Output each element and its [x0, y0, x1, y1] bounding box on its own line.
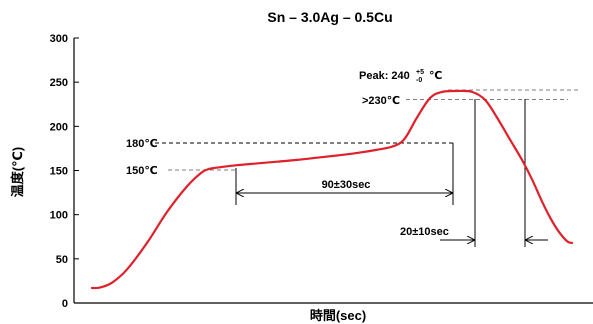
peak-tolerance-plus: +5: [416, 69, 424, 76]
peak-tolerance-minus: -0: [416, 77, 422, 84]
y-tick-label: 250: [50, 77, 68, 89]
peak-label-prefix: Peak: 240: [359, 70, 410, 82]
label-150: 150℃: [126, 165, 158, 177]
label-peak-time: 20±10sec: [400, 226, 449, 238]
temperature-curve: [90, 89, 574, 290]
label-preheat-time: 90±30sec: [322, 179, 371, 191]
y-tick-label: 50: [56, 254, 68, 266]
peak-label: Peak: 240: [359, 70, 410, 82]
peak-label-unit: ℃: [429, 70, 442, 82]
y-axis-label: 温度(℃): [10, 147, 25, 197]
label-above-230: >230℃: [362, 95, 400, 107]
label-180: 180℃: [126, 138, 158, 150]
y-tick-label: 100: [50, 210, 68, 222]
y-ticks: 0 50 100 150 200 250 300: [50, 33, 79, 310]
chart-title: Sn – 3.0Ag – 0.5Cu: [267, 9, 392, 25]
x-axis-label: 時間(sec): [310, 308, 366, 323]
y-tick-label: 300: [50, 33, 68, 45]
y-tick-label: 200: [50, 121, 68, 133]
y-tick-label: 150: [50, 166, 68, 178]
y-tick-label: 0: [62, 298, 68, 310]
